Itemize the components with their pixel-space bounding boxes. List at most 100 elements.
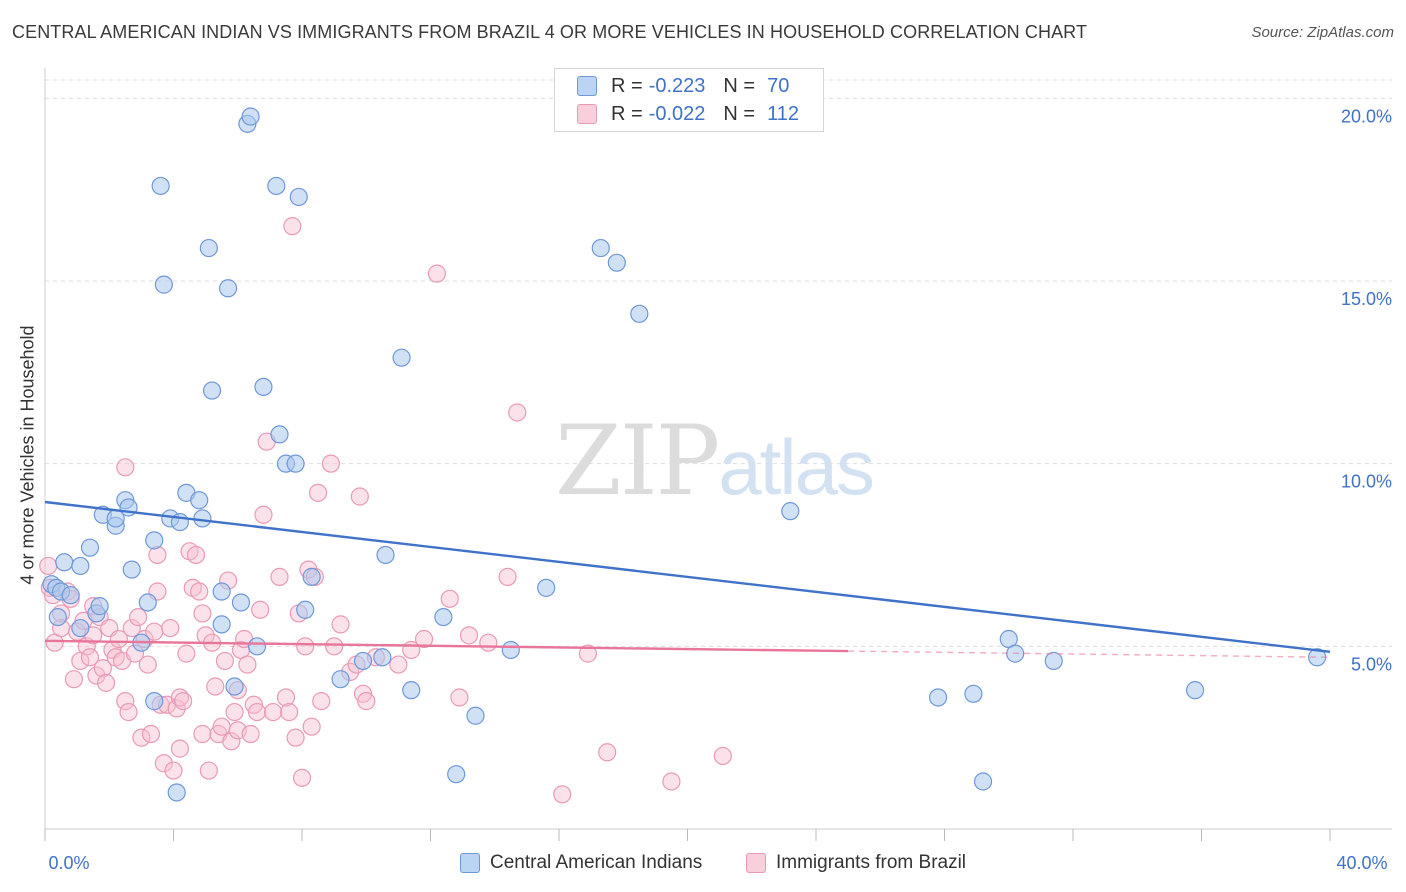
point-central-american-indians — [151, 176, 170, 196]
grid-lines — [45, 79, 1392, 647]
point-central-american-indians — [466, 706, 485, 725]
point-central-american-indians — [607, 253, 626, 272]
point-immigrants-from-brazil — [321, 454, 341, 473]
trend-lines — [44, 500, 1331, 658]
point-central-american-indians — [270, 425, 289, 444]
y-tick-label: 15.0% — [1341, 289, 1392, 309]
point-immigrants-from-brazil — [64, 670, 84, 689]
point-central-american-indians — [122, 560, 141, 579]
point-immigrants-from-brazil — [170, 739, 190, 758]
point-immigrants-from-brazil — [553, 785, 572, 804]
point-central-american-indians — [537, 578, 556, 597]
point-central-american-indians — [80, 538, 100, 557]
point-immigrants-from-brazil — [498, 567, 517, 586]
points-immigrants-from-brazil — [39, 217, 732, 804]
point-central-american-indians — [48, 607, 67, 627]
point-central-american-indians — [501, 640, 520, 660]
point-central-american-indians — [247, 637, 267, 656]
point-immigrants-from-brazil — [193, 604, 212, 623]
chart-title: CENTRAL AMERICAN INDIAN VS IMMIGRANTS FR… — [12, 22, 1088, 42]
point-central-american-indians — [225, 677, 244, 696]
point-central-american-indians — [964, 684, 983, 703]
point-immigrants-from-brazil — [241, 724, 260, 744]
point-immigrants-from-brazil — [450, 688, 469, 707]
point-central-american-indians — [447, 765, 466, 784]
point-central-american-indians — [199, 238, 218, 258]
point-immigrants-from-brazil — [167, 699, 186, 718]
point-central-american-indians — [289, 187, 308, 207]
legend-r-label: R = — [611, 102, 643, 125]
point-central-american-indians — [167, 783, 186, 802]
point-central-american-indians — [353, 651, 373, 671]
points-central-american-indians — [42, 107, 1327, 802]
watermark-zip: ZIP — [555, 405, 720, 517]
x-tick-label-max: 40.0% — [1336, 853, 1387, 873]
point-immigrants-from-brazil — [508, 403, 527, 422]
point-immigrants-from-brazil — [39, 556, 58, 576]
legend-item-immigrants-from-brazil: Immigrants from Brazil — [746, 852, 966, 874]
legend-n-value: 70 — [767, 74, 790, 97]
point-immigrants-from-brazil — [122, 618, 141, 638]
point-immigrants-from-brazil — [222, 732, 241, 751]
series-legend: Central American Indians Immigrants from… — [0, 852, 1406, 878]
point-immigrants-from-brazil — [177, 644, 196, 663]
point-immigrants-from-brazil — [116, 692, 135, 711]
point-central-american-indians — [286, 454, 305, 473]
point-immigrants-from-brazil — [578, 644, 598, 663]
point-immigrants-from-brazil — [116, 458, 135, 477]
legend-r-value: -0.223 — [648, 74, 706, 97]
point-immigrants-from-brazil — [325, 637, 344, 656]
point-immigrants-from-brazil — [440, 589, 459, 608]
point-immigrants-from-brazil — [286, 728, 305, 747]
point-immigrants-from-brazil — [308, 483, 328, 502]
point-central-american-indians — [434, 607, 453, 627]
point-immigrants-from-brazil — [129, 607, 148, 627]
point-central-american-indians — [202, 381, 222, 400]
point-immigrants-from-brazil — [80, 648, 100, 667]
point-immigrants-from-brazil — [190, 582, 209, 601]
watermark-atlas: atlas — [718, 423, 875, 511]
y-tick-label: 20.0% — [1341, 106, 1392, 126]
point-central-american-indians — [331, 670, 350, 689]
point-immigrants-from-brazil — [312, 692, 331, 711]
point-immigrants-from-brazil — [174, 692, 193, 711]
y-tick-label: 5.0% — [1351, 654, 1392, 674]
legend-n-label: N = — [723, 102, 756, 125]
legend-n-label: N = — [723, 74, 756, 97]
point-immigrants-from-brazil — [479, 633, 498, 652]
point-central-american-indians — [376, 545, 395, 565]
point-immigrants-from-brazil — [132, 728, 151, 747]
axes — [44, 68, 1392, 841]
point-central-american-indians — [212, 582, 231, 601]
point-immigrants-from-brazil — [357, 692, 376, 711]
correlation-legend: R = -0.223 N = 70 R = -0.022 N = 112 — [554, 68, 824, 132]
point-immigrants-from-brazil — [141, 724, 161, 744]
tick-labels: 5.0% 10.0% 15.0% 20.0% 0.0% 40.0% — [48, 106, 1392, 873]
legend-row-series2: R = -0.022 N = 112 — [577, 102, 799, 126]
point-immigrants-from-brazil — [389, 655, 408, 674]
point-central-american-indians — [71, 556, 90, 576]
trend-line-extension — [848, 650, 1331, 658]
x-tick-label-min: 0.0% — [48, 853, 89, 873]
point-central-american-indians — [241, 107, 260, 126]
point-central-american-indians — [1044, 651, 1063, 671]
point-immigrants-from-brazil — [199, 761, 218, 780]
point-central-american-indians — [145, 531, 164, 550]
point-immigrants-from-brazil — [164, 761, 183, 780]
point-immigrants-from-brazil — [331, 615, 350, 634]
point-immigrants-from-brazil — [193, 724, 212, 744]
point-immigrants-from-brazil — [459, 626, 479, 645]
point-immigrants-from-brazil — [119, 702, 138, 722]
point-central-american-indians — [212, 615, 231, 634]
y-axis-label: 4 or more Vehicles in Household — [17, 325, 38, 585]
legend-r-label: R = — [611, 74, 643, 97]
legend-n-value: 112 — [767, 102, 799, 125]
point-immigrants-from-brazil — [109, 629, 128, 649]
point-immigrants-from-brazil — [254, 505, 273, 524]
point-central-american-indians — [781, 502, 800, 521]
point-immigrants-from-brazil — [154, 754, 173, 773]
point-immigrants-from-brazil — [350, 487, 369, 506]
point-immigrants-from-brazil — [215, 651, 234, 671]
point-central-american-indians — [190, 491, 209, 510]
